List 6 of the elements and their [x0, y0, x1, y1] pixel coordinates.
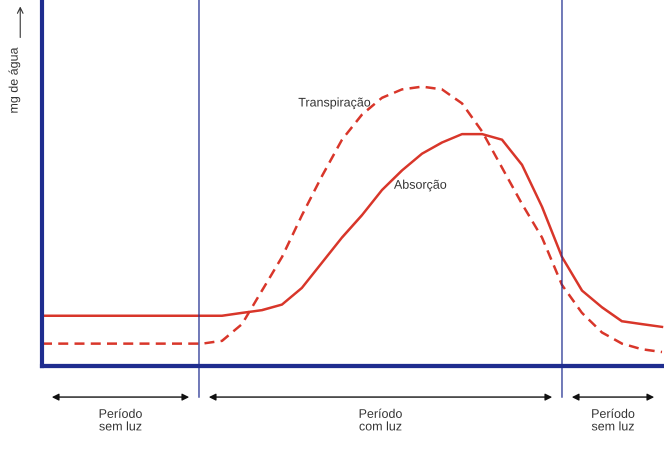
y-axis-title: mg de água	[8, 48, 20, 113]
text: Período com luz	[359, 408, 402, 431]
text: Período sem luz	[592, 408, 634, 431]
series-label: Transpiração	[298, 97, 370, 110]
series-label: Absorção	[394, 180, 446, 192]
text: Período sem luz	[99, 408, 142, 431]
